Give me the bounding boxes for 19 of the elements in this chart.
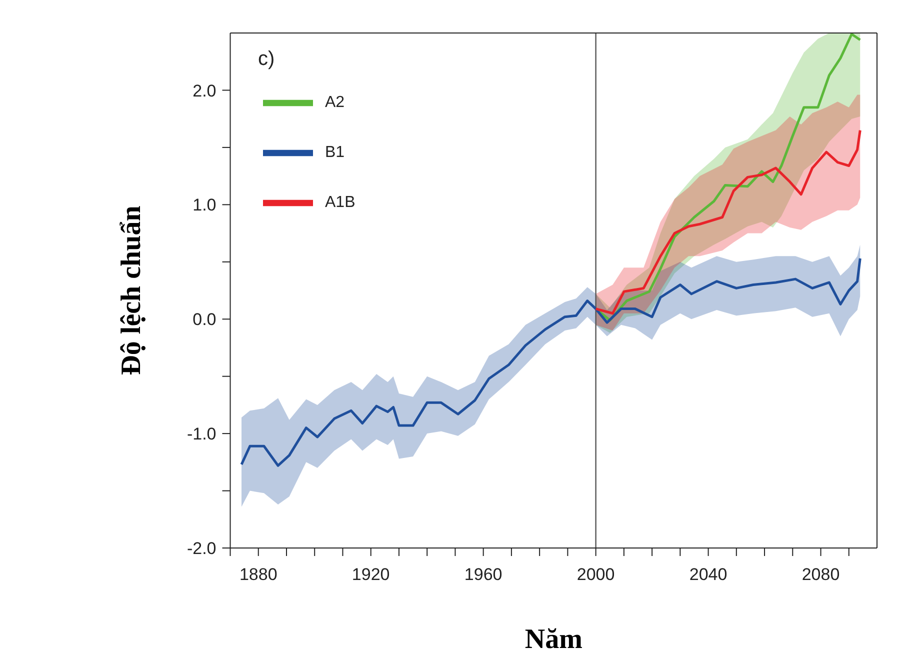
y-tick-label: 0.0 [192, 310, 216, 330]
x-axis-title: Năm [524, 624, 582, 655]
legend-label: A2 [325, 94, 345, 111]
y-tick-label: 1.0 [192, 196, 216, 215]
y-tick-label: -1.0 [186, 424, 216, 444]
x-tick-label: 2000 [576, 565, 615, 584]
x-tick-label: 1960 [464, 565, 502, 584]
y-axis-title: Độ lệch chuẩn [116, 205, 148, 376]
x-tick-label: 2080 [802, 565, 840, 584]
annotation: c) [258, 48, 275, 71]
legend-label: A1B [325, 194, 356, 211]
y-tick-label: -2.0 [186, 539, 216, 558]
x-tick-label: 2040 [689, 565, 728, 584]
line-series [240, 257, 862, 467]
x-tick-label: 1920 [352, 565, 390, 584]
line-series [594, 129, 862, 315]
x-tick-label: 1880 [239, 565, 278, 584]
y-tick-label: 2.0 [192, 81, 216, 100]
legend-label: B1 [325, 144, 345, 161]
